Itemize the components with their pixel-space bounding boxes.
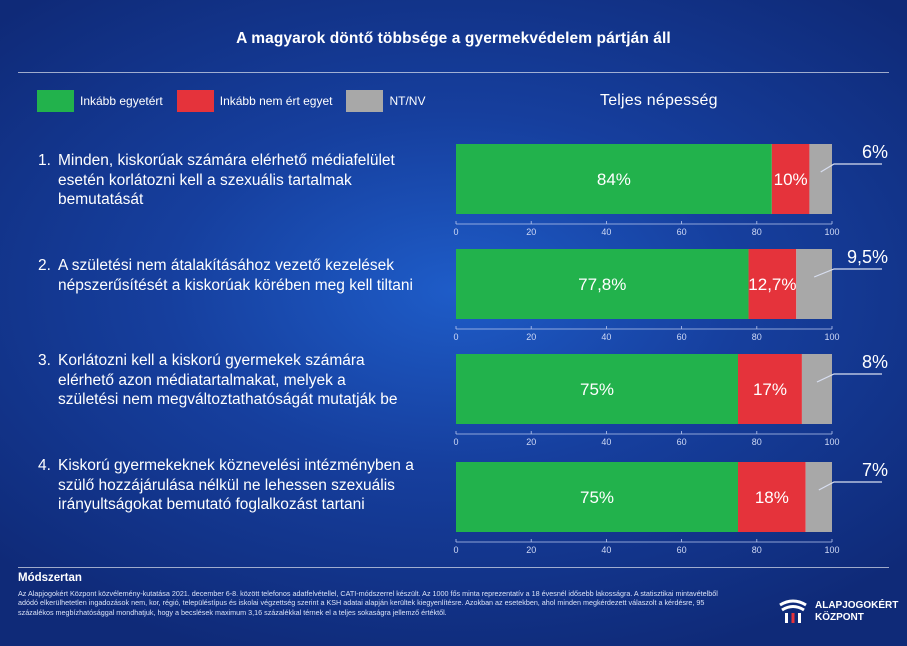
bar-4-callout-line — [818, 481, 882, 491]
bar-4-label-3: 7% — [862, 460, 888, 480]
bar-4-segment-3 — [805, 462, 832, 532]
question-3-number: 3. — [38, 352, 51, 369]
chart-title: A magyarok döntő többsége a gyermekvédel… — [236, 30, 671, 47]
bar-1-tick-label-1: 20 — [526, 227, 536, 237]
bar-3-tick-label-1: 20 — [526, 437, 536, 447]
question-1-number: 1. — [38, 152, 51, 169]
bar-2-callout-line — [813, 268, 882, 278]
bar-1-tick-label-3: 60 — [677, 227, 687, 237]
bar-4-tick-label-2: 40 — [601, 545, 611, 555]
bar-1-label-1: 84% — [597, 170, 631, 189]
bar-2-label-3: 9,5% — [847, 247, 888, 267]
method-title: Módszertan — [18, 572, 82, 584]
bar-3-tick-label-3: 60 — [677, 437, 687, 447]
legend-label-agree: Inkább egyetért — [80, 94, 163, 108]
legend-swatch-disagree — [176, 90, 214, 112]
bar-2-tick-label-4: 80 — [752, 332, 762, 342]
bar-2-segment-1 — [456, 249, 749, 319]
logo-line-1: ALAPJOGOKÉRT — [815, 600, 899, 611]
legend-item-disagree: Inkább nem ért egyet — [176, 90, 333, 112]
method-divider — [18, 567, 889, 568]
question-2-text: A születési nem átalakításához vezető ke… — [58, 257, 413, 294]
population-label: Teljes népesség — [600, 92, 718, 109]
question-4-number: 4. — [38, 457, 51, 474]
bar-2-tick-label-0: 0 — [453, 332, 458, 342]
bar-1-label-3: 6% — [862, 142, 888, 162]
bar-4-segment-2 — [738, 462, 806, 532]
bar-4-segment-1 — [456, 462, 738, 532]
bar-1-label-2: 10% — [774, 170, 808, 189]
bar-2-label-1: 77,8% — [578, 275, 626, 294]
bar-1-callout-line — [820, 163, 882, 173]
legend-swatch-dk — [346, 90, 384, 112]
bar-2-segment-2 — [748, 249, 797, 319]
bar-4-tick-label-0: 0 — [453, 545, 458, 555]
bar-3-tick-label-2: 40 — [601, 437, 611, 447]
bar-2-tick-label-1: 20 — [526, 332, 536, 342]
bar-4-tick-label-3: 60 — [677, 545, 687, 555]
bar-3-tick-label-5: 100 — [824, 437, 839, 447]
bar-4-label-2: 18% — [755, 488, 789, 507]
bar-1-tick-label-5: 100 — [824, 227, 839, 237]
bar-2-label-2: 12,7% — [748, 275, 796, 294]
bar-2-tick-label-5: 100 — [824, 332, 839, 342]
bar-3-label-1: 75% — [580, 380, 614, 399]
logo-line-2: KÖZPONT — [815, 612, 864, 623]
bar-1-segment-3 — [809, 144, 832, 214]
legend-swatch-agree — [37, 90, 74, 112]
bar-4-tick-label-1: 20 — [526, 545, 536, 555]
bar-1-segment-1 — [456, 144, 772, 214]
bar-4-tick-label-4: 80 — [752, 545, 762, 555]
question-1-text: Minden, kiskorúak számára elérhető média… — [58, 152, 395, 208]
bar-3-segment-2 — [738, 354, 802, 424]
question-4-text: Kiskorú gyermekeknek köznevelési intézmé… — [58, 457, 414, 513]
bar-2-segment-3 — [796, 249, 832, 319]
bar-4-label-1: 75% — [580, 488, 614, 507]
bar-3-label-3: 8% — [862, 352, 888, 372]
legend-label-disagree: Inkább nem ért egyet — [219, 94, 333, 108]
bar-2-tick-label-3: 60 — [677, 332, 687, 342]
bar-2-tick-label-2: 40 — [601, 332, 611, 342]
bar-1-segment-2 — [771, 144, 810, 214]
organization-logo: ALAPJOGOKÉRT KÖZPONT — [776, 599, 898, 625]
legend-item-agree: Inkább egyetért — [37, 90, 163, 112]
method-text: Az Alapjogokért Központ közvélemény-kuta… — [18, 589, 718, 617]
legend-label-dk: NT/NV — [389, 94, 426, 108]
bar-3-label-2: 17% — [753, 380, 787, 399]
legend: Inkább egyetért Inkább nem ért egyet NT/… — [37, 90, 439, 112]
bar-3-segment-3 — [801, 354, 832, 424]
title-divider — [18, 72, 889, 73]
bar-3-tick-label-0: 0 — [453, 437, 458, 447]
bar-1-tick-label-0: 0 — [453, 227, 458, 237]
bar-1-tick-label-2: 40 — [601, 227, 611, 237]
bar-1-tick-label-4: 80 — [752, 227, 762, 237]
bar-3-tick-label-4: 80 — [752, 437, 762, 447]
bar-3-segment-1 — [456, 354, 738, 424]
question-3-text: Korlátozni kell a kiskorú gyermekek szám… — [58, 352, 398, 408]
question-2-number: 2. — [38, 257, 51, 274]
logo-text: ALAPJOGOKÉRT KÖZPONT — [815, 600, 898, 624]
bar-4-tick-label-5: 100 — [824, 545, 839, 555]
bar-3-callout-line — [816, 373, 882, 383]
legend-item-dk: NT/NV — [346, 90, 425, 112]
logo-mark-icon — [776, 599, 810, 625]
